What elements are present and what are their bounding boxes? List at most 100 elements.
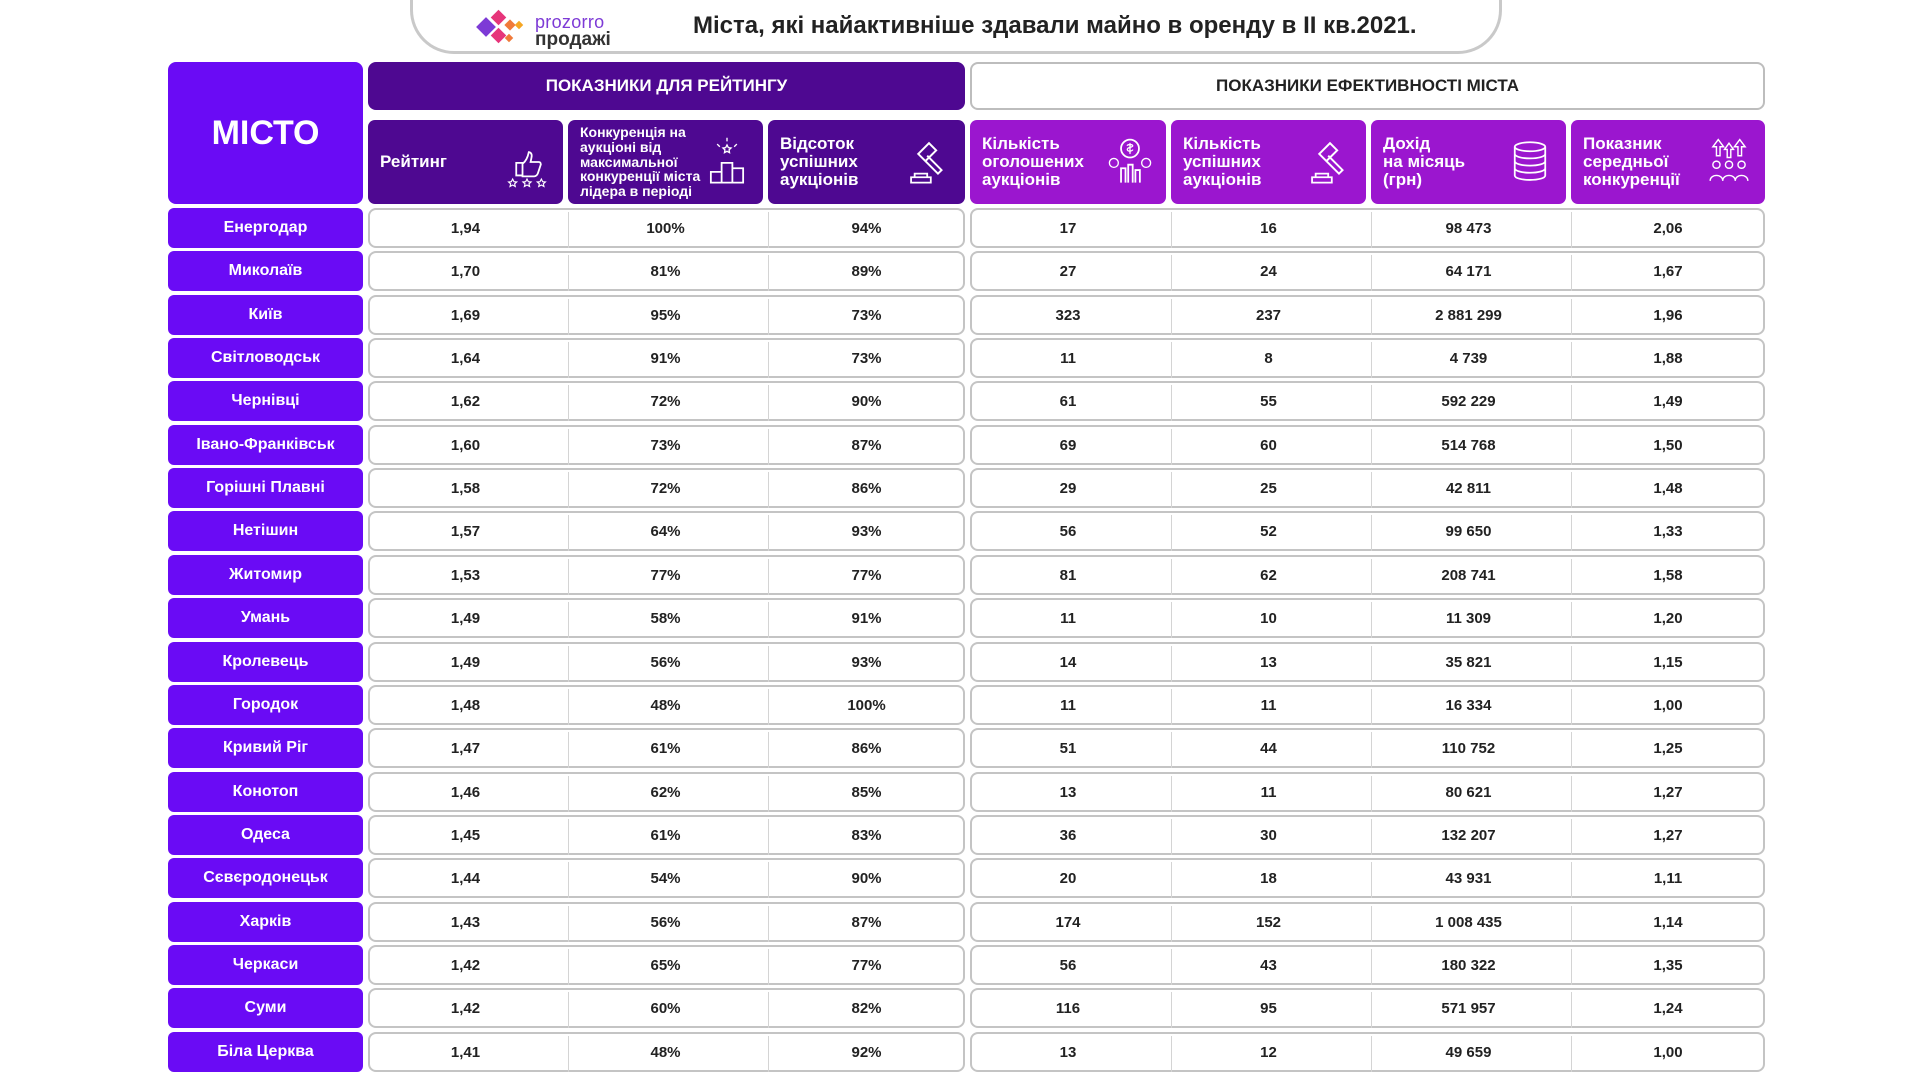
data-cell: 43: [1260, 956, 1277, 974]
data-cell: 592 229: [1441, 392, 1496, 410]
cell-divider: [1171, 949, 1172, 985]
cell-divider: [768, 472, 769, 508]
data-cell: 100%: [646, 219, 685, 237]
data-cell: 81%: [650, 262, 681, 280]
cell-divider: [568, 1036, 569, 1072]
title-bar: [410, 0, 1502, 54]
data-cell: 11: [1060, 696, 1076, 714]
data-cell: 1,35: [1653, 956, 1683, 974]
cell-divider: [1371, 646, 1372, 682]
data-cell: 25: [1260, 479, 1277, 497]
cell-divider: [1571, 385, 1572, 421]
rating-metrics-box: [368, 208, 965, 248]
data-cell: 60%: [650, 999, 681, 1017]
cell-divider: [568, 429, 569, 465]
data-cell: 90%: [851, 392, 882, 410]
data-cell: 69: [1059, 436, 1077, 454]
logo-mark-icon: [476, 9, 524, 44]
data-cell: 36: [1059, 826, 1077, 844]
data-cell: 56: [1059, 522, 1077, 540]
data-cell: 1,88: [1653, 349, 1683, 367]
table-row: Київ 1,69 95% 73% 323 237 2 881 299 1,96: [0, 295, 1920, 335]
data-cell: 10: [1260, 609, 1277, 627]
gavel-icon: [910, 141, 943, 184]
data-cell: 56%: [650, 653, 681, 671]
data-cell: 44: [1260, 739, 1277, 757]
cell-divider: [1171, 602, 1172, 638]
cell-divider: [1171, 515, 1172, 551]
data-cell: 237: [1255, 306, 1282, 324]
data-cell: 24: [1260, 262, 1277, 280]
cell-divider: [768, 385, 769, 421]
cell-divider: [568, 949, 569, 985]
rating-metrics-box: [368, 902, 965, 942]
data-cell: 1,00: [1653, 696, 1683, 714]
cell-divider: [768, 299, 769, 335]
podium-icon: [709, 137, 745, 184]
cell-divider: [1571, 906, 1572, 942]
city-name-cell: Одеса: [168, 815, 363, 855]
data-cell: 13: [1260, 653, 1277, 671]
cell-divider: [1171, 819, 1172, 855]
city-name-cell: Кривий Ріг: [168, 728, 363, 768]
cell-divider: [1571, 949, 1572, 985]
efficiency-metrics-box: [970, 1032, 1765, 1072]
prozorro-logo: prozorro продажі: [475, 6, 625, 50]
data-cell: 95%: [650, 306, 681, 324]
cell-divider: [1571, 299, 1572, 335]
column-header-4: Кількість оголошених аукціонів: [970, 120, 1166, 204]
data-cell: 180 322: [1441, 956, 1496, 974]
cell-divider: [568, 559, 569, 595]
table-row: Сєвєродонецьк 1,44 54% 90% 20 18 43 931 1,11: [0, 858, 1920, 898]
cell-divider: [1171, 299, 1172, 335]
data-cell: 1,27: [1653, 783, 1683, 801]
data-cell: 73%: [650, 436, 681, 454]
table-row: Світловодськ 1,64 91% 73% 11 8 4 739 1,88: [0, 338, 1920, 378]
cell-divider: [768, 212, 769, 248]
gavel-icon: [1311, 141, 1344, 184]
data-cell: 62%: [650, 783, 681, 801]
data-cell: 1,25: [1653, 739, 1683, 757]
data-cell: 571 957: [1441, 999, 1496, 1017]
table-row: Суми 1,42 60% 82% 116 95 571 957 1,24: [0, 988, 1920, 1028]
cell-divider: [1371, 1036, 1372, 1072]
cell-divider: [1571, 559, 1572, 595]
cell-divider: [1371, 515, 1372, 551]
table-row: Чернівці 1,62 72% 90% 61 55 592 229 1,49: [0, 381, 1920, 421]
cell-divider: [568, 906, 569, 942]
rating-metrics-box: [368, 425, 965, 465]
data-cell: 30: [1260, 826, 1277, 844]
cell-divider: [1371, 472, 1372, 508]
group-header-efficiency: ПОКАЗНИКИ ЕФЕКТИВНОСТІ МІСТА: [970, 62, 1765, 110]
data-cell: 1,41: [450, 1043, 481, 1061]
cell-divider: [1171, 255, 1172, 291]
data-cell: 11: [1060, 609, 1076, 627]
cell-divider: [768, 342, 769, 378]
data-cell: 116: [1055, 999, 1081, 1017]
rating-metrics-box: [368, 381, 965, 421]
cell-divider: [1571, 602, 1572, 638]
cell-divider: [1571, 1036, 1572, 1072]
data-cell: 18: [1260, 869, 1277, 887]
cell-divider: [568, 472, 569, 508]
data-cell: 1 008 435: [1435, 913, 1502, 931]
cell-divider: [768, 646, 769, 682]
data-cell: 1,44: [450, 869, 481, 887]
cell-divider: [1371, 732, 1372, 768]
column-header-2: Конкуренція на аукціоні від максимальної…: [568, 120, 763, 204]
data-cell: 100%: [847, 696, 886, 714]
data-cell: 1,48: [1653, 479, 1683, 497]
cell-divider: [768, 732, 769, 768]
data-cell: 1,14: [1653, 913, 1683, 931]
data-cell: 1,45: [450, 826, 481, 844]
cell-divider: [568, 646, 569, 682]
data-cell: 91%: [851, 609, 882, 627]
column-header-label: Кількість успішних аукціонів: [1183, 134, 1262, 189]
data-cell: 73%: [851, 349, 882, 367]
data-cell: 72%: [650, 392, 681, 410]
city-name-cell: Кролевець: [168, 642, 363, 682]
data-cell: 1,27: [1653, 826, 1683, 844]
city-name-cell: Умань: [168, 598, 363, 638]
data-cell: 1,47: [450, 739, 481, 757]
data-cell: 49 659: [1445, 1043, 1492, 1061]
